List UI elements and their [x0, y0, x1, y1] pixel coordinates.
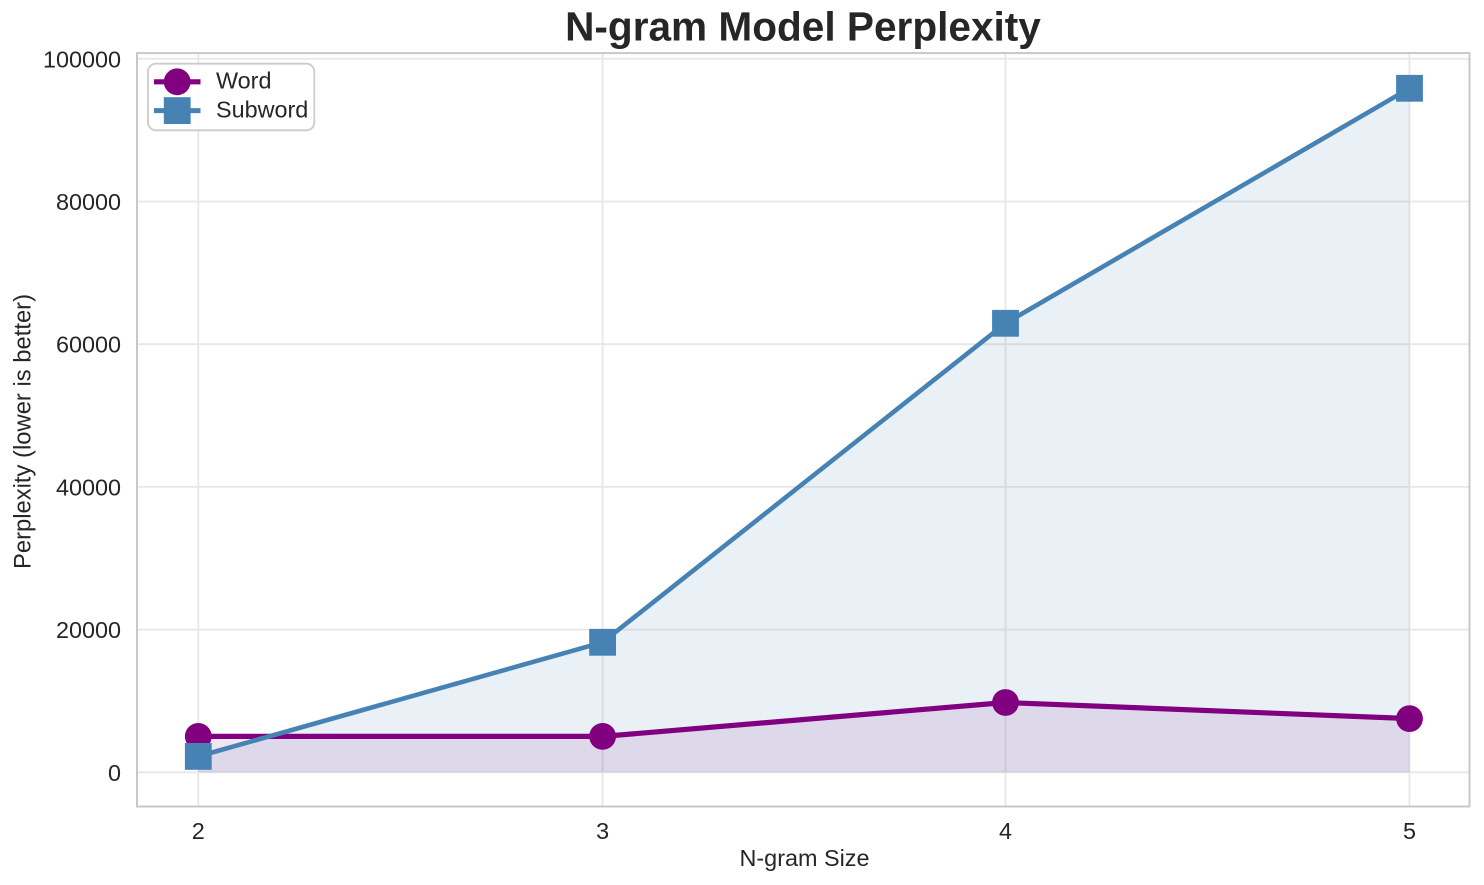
svg-text:0: 0	[108, 760, 121, 786]
svg-text:5: 5	[1403, 818, 1416, 844]
svg-text:Perplexity (lower is better): Perplexity (lower is better)	[10, 294, 37, 569]
svg-text:Subword: Subword	[216, 96, 308, 122]
svg-text:N-gram Size: N-gram Size	[740, 845, 870, 871]
svg-text:100000: 100000	[43, 46, 121, 72]
svg-text:3: 3	[596, 818, 609, 844]
svg-text:4: 4	[999, 818, 1012, 844]
svg-text:80000: 80000	[56, 189, 121, 215]
svg-text:N-gram Model Perplexity: N-gram Model Perplexity	[565, 4, 1041, 50]
svg-text:40000: 40000	[56, 474, 121, 500]
svg-text:2: 2	[192, 818, 205, 844]
svg-text:Word: Word	[216, 68, 271, 94]
svg-text:20000: 20000	[56, 617, 121, 643]
svg-text:60000: 60000	[56, 332, 121, 358]
